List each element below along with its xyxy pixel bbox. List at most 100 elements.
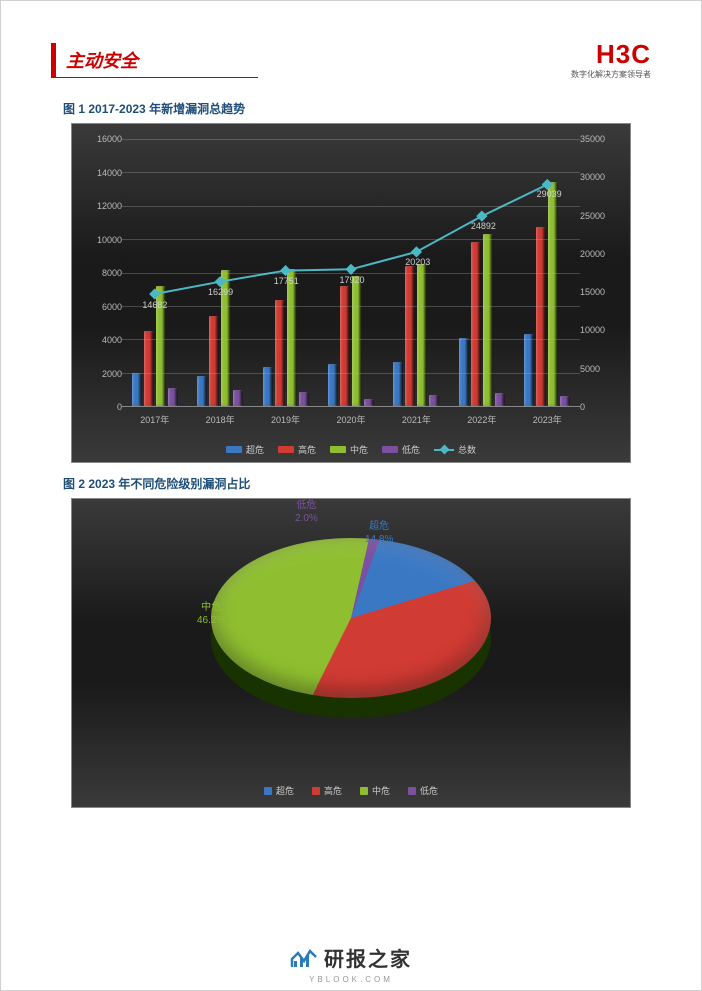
legend-label: 高危	[298, 443, 316, 456]
page-header: 主动安全 H3C 数字化解决方案领导者	[51, 41, 651, 80]
gridline	[122, 206, 580, 207]
line-value-label: 16299	[208, 287, 233, 297]
bar-高危	[144, 331, 154, 406]
x-label: 2023年	[515, 413, 580, 426]
bar-高危	[275, 300, 285, 406]
legend-swatch	[312, 787, 320, 795]
y-axis-right: 05000100001500020000250003000035000	[580, 139, 628, 407]
tagline-box: 主动安全	[51, 43, 258, 78]
pie-chart: 超危14.8% 高危37.0% 中危46.2% 低危2.0% 超危 高危 中危 低危	[71, 498, 631, 808]
gridline	[122, 273, 580, 274]
tagline-text: 主动安全	[66, 51, 138, 71]
y-left-tick: 0	[74, 402, 122, 412]
legend-item: 低危	[382, 443, 420, 456]
pie-label-高危: 高危37.0%	[413, 637, 441, 663]
bar-chart: 0 2000 4000 6000 8000 10000 12000 14000 16000 0 5…	[71, 123, 631, 463]
gridline	[122, 339, 580, 340]
y-right-tick: 25000	[580, 211, 628, 221]
legend-item: 总数	[434, 443, 476, 456]
legend-swatch	[360, 787, 368, 795]
bar-中危	[483, 234, 493, 406]
bar-超危	[393, 362, 403, 406]
bar-中危	[287, 269, 297, 406]
y-right-tick: 10000	[580, 325, 628, 335]
pie-disc	[211, 538, 491, 698]
x-label: 2020年	[318, 413, 383, 426]
y-axis-left: 0200040006000800010000120001400016000	[74, 139, 122, 407]
legend-item: 超危	[264, 784, 294, 797]
y-right-tick: 20000	[580, 249, 628, 259]
bar-超危	[524, 334, 534, 406]
legend-label: 低危	[402, 443, 420, 456]
bar-高危	[209, 316, 219, 406]
y-left-tick: 8000	[74, 268, 122, 278]
y-right-tick: 35000	[580, 134, 628, 144]
legend-label: 高危	[324, 784, 342, 797]
figure-2-title: 图 2 2023 年不同危险级别漏洞占比	[63, 475, 651, 492]
line-value-label: 24892	[471, 221, 496, 231]
gridline	[122, 239, 580, 240]
bar-低危	[429, 395, 439, 406]
x-label: 2018年	[187, 413, 252, 426]
y-right-tick: 5000	[580, 364, 628, 374]
gridline	[122, 139, 580, 140]
bar-高危	[536, 227, 546, 406]
y-left-tick: 4000	[74, 335, 122, 345]
y-right-tick: 15000	[580, 287, 628, 297]
bar-高危	[405, 266, 415, 406]
bar-低危	[560, 396, 570, 406]
logo-text: H3C	[571, 41, 651, 67]
x-label: 2019年	[253, 413, 318, 426]
pie-label-超危: 超危14.8%	[365, 520, 393, 546]
bar-超危	[328, 364, 338, 406]
legend-label: 超危	[246, 443, 264, 456]
y-left-tick: 6000	[74, 302, 122, 312]
logo-block: H3C 数字化解决方案领导者	[571, 41, 651, 80]
legend-item: 中危	[330, 443, 368, 456]
footer-brand: 研报之家	[324, 943, 412, 972]
legend-swatch	[382, 446, 398, 453]
footer: 研报之家	[1, 943, 701, 972]
gridline	[122, 172, 580, 173]
bar-低危	[495, 393, 505, 406]
legend-swatch-line	[434, 446, 454, 453]
bar-中危	[352, 276, 362, 406]
footer-url: YBLOOK.COM	[309, 975, 393, 984]
line-value-label: 14682	[142, 300, 167, 310]
y-left-tick: 10000	[74, 235, 122, 245]
x-label: 2022年	[449, 413, 514, 426]
pie-label-低危: 低危2.0%	[295, 499, 318, 525]
bar-高危	[471, 242, 481, 406]
y-left-tick: 12000	[74, 201, 122, 211]
legend-swatch	[408, 787, 416, 795]
gridline	[122, 306, 580, 307]
legend-label: 超危	[276, 784, 294, 797]
document-page: 主动安全 H3C 数字化解决方案领导者 图 1 2017-2023 年新增漏洞总…	[0, 0, 702, 991]
legend-label: 中危	[372, 784, 390, 797]
legend-swatch	[278, 446, 294, 453]
legend-swatch	[264, 787, 272, 795]
legend-label: 低危	[420, 784, 438, 797]
y-left-tick: 2000	[74, 369, 122, 379]
bar-低危	[364, 399, 374, 406]
x-label: 2017年	[122, 413, 187, 426]
footer-icon	[290, 947, 318, 969]
bar-中危	[417, 264, 427, 406]
legend-item: 高危	[312, 784, 342, 797]
bar-低危	[299, 392, 309, 406]
y-left-tick: 16000	[74, 134, 122, 144]
bar-低危	[168, 388, 178, 406]
gridline	[122, 373, 580, 374]
y-right-tick: 0	[580, 402, 628, 412]
bar-legend: 超危 高危 中危 低危 总数	[72, 443, 630, 456]
plot-area	[122, 139, 580, 407]
line-value-label: 20203	[405, 257, 430, 267]
x-axis-labels: 2017年2018年2019年2020年2021年2022年2023年	[122, 413, 580, 426]
legend-label: 中危	[350, 443, 368, 456]
pie-legend: 超危 高危 中危 低危	[72, 784, 630, 797]
figure-1-title: 图 1 2017-2023 年新增漏洞总趋势	[63, 100, 651, 117]
pie-label-中危: 中危46.2%	[197, 601, 225, 627]
legend-label: 总数	[458, 443, 476, 456]
bar-超危	[132, 373, 142, 406]
y-left-tick: 14000	[74, 168, 122, 178]
